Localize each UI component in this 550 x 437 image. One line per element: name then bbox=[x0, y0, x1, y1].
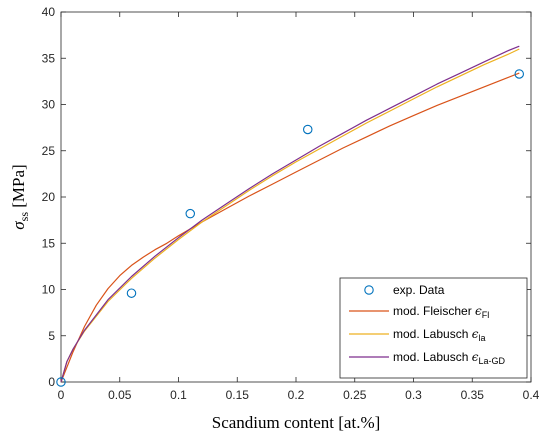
series-layer bbox=[56, 45, 524, 387]
legend-label-text: mod. Fleischer bbox=[393, 304, 475, 318]
x-tick-label: 0.15 bbox=[226, 388, 250, 402]
y-tick-label: 40 bbox=[42, 5, 56, 19]
y-tick-label: 25 bbox=[42, 144, 56, 158]
data-point bbox=[185, 208, 196, 219]
y-tick-label: 30 bbox=[42, 98, 56, 112]
y-tick-label: 20 bbox=[42, 190, 56, 204]
y-axis: 0 5 10 15 20 25 30 35 40 bbox=[42, 5, 531, 389]
legend-label-subscript: Fl bbox=[482, 310, 490, 320]
x-tick-label: 0.3 bbox=[405, 388, 422, 402]
legend-label-text: exp. Data bbox=[393, 283, 445, 297]
y-tick-label: 10 bbox=[42, 283, 56, 297]
x-tick-label: 0.4 bbox=[523, 388, 540, 402]
y-axis-unit: [MPa] bbox=[9, 164, 28, 212]
legend-label-subscript: La-GD bbox=[478, 356, 505, 366]
legend-marker bbox=[364, 285, 374, 295]
epsilon-symbol: ϵ bbox=[472, 327, 479, 341]
legend-label-text: mod. Labusch bbox=[393, 350, 472, 364]
legend-label: mod. Fleischer ϵFl bbox=[393, 304, 489, 320]
data-point bbox=[514, 69, 524, 79]
x-tick-label: 0.2 bbox=[288, 388, 305, 402]
data-point bbox=[56, 377, 66, 387]
series-line-3 bbox=[60, 45, 520, 383]
legend-label: mod. Labusch ϵla bbox=[393, 327, 485, 343]
x-tick-label: 0.35 bbox=[461, 388, 485, 402]
x-tick-label: 0.1 bbox=[170, 388, 187, 402]
legend-label: mod. Labusch ϵLa-GD bbox=[393, 350, 505, 366]
x-axis: 0 0.05 0.1 0.15 0.2 0.25 0.3 0.35 0.4 bbox=[58, 12, 540, 402]
data-point bbox=[302, 124, 313, 135]
y-tick-label: 35 bbox=[42, 51, 56, 65]
x-tick-label: 0.25 bbox=[343, 388, 367, 402]
data-point bbox=[126, 288, 137, 298]
legend-label-text: mod. Labusch bbox=[393, 327, 472, 341]
series-line-2 bbox=[60, 48, 520, 383]
y-axis-subscript: ss bbox=[17, 212, 31, 222]
y-tick-label: 15 bbox=[42, 236, 56, 250]
y-axis-title: σss [MPa] bbox=[9, 164, 31, 229]
x-tick-label: 0.05 bbox=[108, 388, 132, 402]
y-tick-label: 0 bbox=[48, 375, 55, 389]
y-axis-symbol: σ bbox=[9, 221, 28, 230]
legend-label-subscript: la bbox=[478, 333, 485, 343]
epsilon-symbol: ϵ bbox=[472, 350, 479, 364]
x-tick-label: 0 bbox=[58, 388, 65, 402]
epsilon-symbol: ϵ bbox=[475, 304, 482, 318]
y-tick-label: 5 bbox=[48, 329, 55, 343]
series-line-1 bbox=[60, 72, 520, 383]
legend-box bbox=[339, 277, 528, 379]
x-axis-title: Scandium content [at.%] bbox=[212, 413, 381, 432]
legend-label: exp. Data bbox=[393, 283, 445, 297]
